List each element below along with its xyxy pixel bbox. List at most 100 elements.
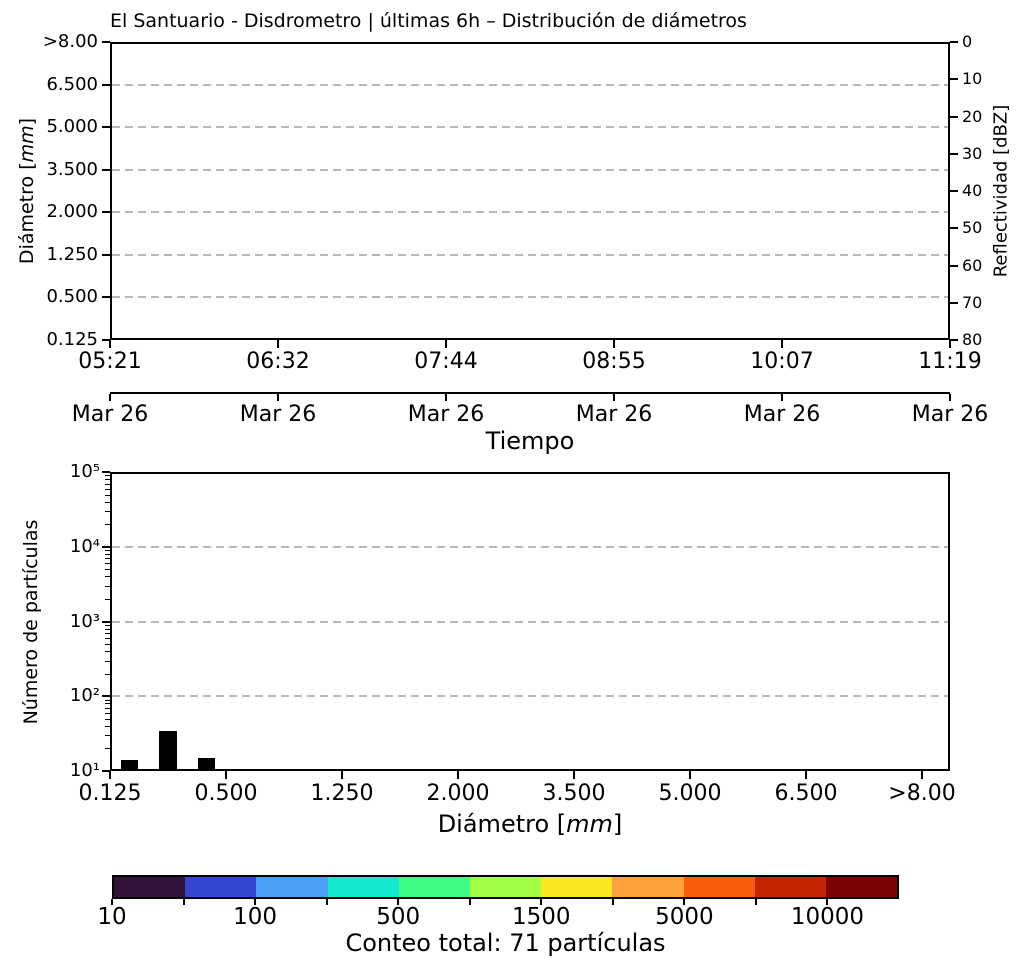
- reflectivity-y-tick: [950, 301, 958, 304]
- colorbar-segment: [114, 877, 186, 897]
- date-tick: [781, 394, 783, 401]
- reflectivity-y-tick: [950, 227, 958, 230]
- diameter-y-tick-label: 2.000: [46, 201, 98, 223]
- date-tick-label: Mar 26: [911, 402, 989, 427]
- count-y-minor-tick: [105, 550, 110, 552]
- colorbar-segment: [825, 877, 898, 897]
- time-x-tick-label: 07:44: [414, 349, 478, 374]
- reflectivity-y-tick-label: 60: [962, 255, 983, 275]
- colorbar-segment: [469, 877, 542, 897]
- colorbar-segment: [398, 877, 470, 897]
- diameter-y-tick-label: 1.250: [46, 243, 98, 265]
- time-x-tick: [949, 340, 951, 348]
- gridline: [112, 296, 948, 299]
- histogram-bar: [159, 731, 177, 771]
- diameter-y-tick-label: 6.500: [46, 73, 98, 95]
- diameter-y-tick-label: 3.500: [46, 158, 98, 180]
- date-tick: [613, 394, 615, 401]
- count-y-minor-tick: [105, 633, 110, 635]
- time-x-tick-label: 08:55: [582, 349, 646, 374]
- diameter-x-tick: [225, 771, 227, 779]
- count-y-minor-tick: [105, 718, 110, 720]
- gridline: [112, 211, 948, 214]
- count-y-minor-tick: [105, 735, 110, 737]
- count-y-minor-tick: [105, 585, 110, 587]
- count-y-tick: [102, 695, 110, 698]
- count-y-minor-tick: [105, 598, 110, 600]
- chart-title: El Santuario - Disdrometro | últimas 6h …: [110, 10, 747, 32]
- colorbar-tick: [540, 899, 543, 905]
- reflectivity-y-tick: [950, 190, 958, 192]
- count-y-minor-tick: [105, 576, 110, 578]
- colorbar-tick: [683, 899, 686, 905]
- diameter-y-tick-label: 5.000: [46, 116, 98, 138]
- colorbar-tick: [754, 899, 757, 905]
- reflectivity-y-tick: [950, 115, 958, 118]
- reflectivity-y-tick-label: 80: [962, 330, 983, 349]
- count-y-tick-label: 10³: [69, 610, 100, 632]
- colorbar-segment: [256, 877, 328, 897]
- count-y-minor-tick: [105, 628, 110, 630]
- count-y-minor-tick: [105, 644, 110, 645]
- count-y-minor-tick: [105, 558, 110, 560]
- gridline: [112, 126, 948, 129]
- reflectivity-y-tick-label: 20: [962, 106, 983, 126]
- count-y-minor-tick: [105, 638, 110, 640]
- time-x-tick-label: 11:19: [918, 349, 982, 374]
- date-tick-label: Mar 26: [71, 402, 149, 427]
- date-tick: [109, 394, 111, 401]
- colorbar-segment: [683, 877, 755, 897]
- count-y-minor-tick: [105, 651, 110, 653]
- reflectivity-y-tick: [950, 78, 958, 81]
- count-y-minor-tick: [105, 707, 110, 709]
- reflectivity-y-tick: [950, 41, 958, 43]
- colorbar-tick-label: 10000: [790, 904, 865, 930]
- count-y-minor-tick: [105, 524, 110, 526]
- date-tick: [277, 394, 279, 401]
- time-x-tick-label: 10:07: [750, 349, 814, 374]
- date-tick-label: Mar 26: [407, 402, 485, 427]
- colorbar-segment: [327, 877, 399, 897]
- diameter-y-tick: [102, 253, 110, 256]
- count-y-tick-label: 10¹: [69, 760, 100, 781]
- diameter-y-tick: [102, 339, 110, 341]
- time-x-tick: [109, 340, 111, 348]
- date-tick-label: Mar 26: [239, 402, 317, 427]
- colorbar-segment: [185, 877, 257, 897]
- count-y-minor-tick: [105, 553, 110, 555]
- gridline: [112, 253, 948, 256]
- count-y-minor-tick: [105, 748, 110, 750]
- reflectivity-y-tick-label: 0: [962, 32, 973, 51]
- reflectivity-y-tick-label: 10: [962, 69, 983, 89]
- diameter-x-tick: [921, 771, 923, 779]
- diameter-y-tick: [102, 211, 110, 214]
- reflectivity-y-tick-label: 30: [962, 143, 983, 163]
- diameter-x-tick: [109, 771, 111, 779]
- colorbar-tick: [397, 899, 400, 905]
- count-y-minor-tick: [105, 660, 110, 662]
- count-y-minor-tick: [105, 494, 110, 496]
- axis-label-reflectividad: Reflectividad [dBZ]: [990, 104, 1012, 278]
- colorbar-tick: [111, 899, 113, 905]
- count-y-minor-tick: [105, 725, 110, 727]
- colorbar-tick: [325, 899, 328, 905]
- axis-label-numero-particulas: Número de partículas: [20, 519, 42, 724]
- reflectivity-y-tick-label: 70: [962, 292, 983, 312]
- diameter-x-tick-label: >8.00: [888, 781, 956, 806]
- time-x-tick: [613, 340, 615, 348]
- diameter-y-tick: [102, 41, 110, 43]
- gridline: [112, 695, 948, 698]
- count-y-minor-tick: [105, 624, 110, 626]
- count-y-minor-tick: [105, 511, 110, 513]
- colorbar-tick: [611, 899, 614, 905]
- colorbar-segment: [541, 877, 613, 897]
- diameter-y-tick-label: 0.500: [46, 286, 98, 308]
- histogram-plot-border: [110, 472, 950, 771]
- time-x-tick-label: 05:21: [78, 349, 142, 374]
- count-y-tick: [102, 620, 110, 623]
- axis-label-tiempo: Tiempo: [485, 427, 575, 455]
- gridline: [112, 168, 948, 171]
- diameter-x-tick: [457, 771, 459, 779]
- count-y-minor-tick: [105, 569, 110, 571]
